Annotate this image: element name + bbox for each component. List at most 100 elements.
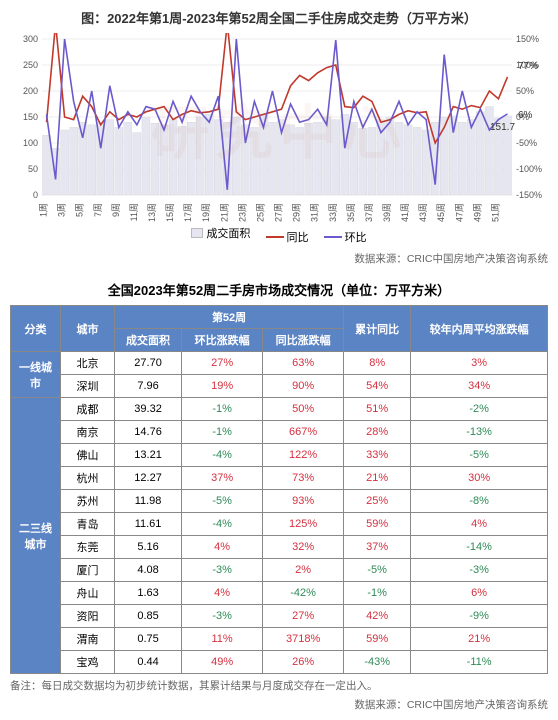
category-cell: 二三线城市 <box>11 398 61 674</box>
cum-cell: 28% <box>344 421 411 444</box>
mom-cell: 27% <box>182 352 263 375</box>
area-cell: 11.98 <box>115 490 182 513</box>
avg-cell: -5% <box>411 444 548 467</box>
svg-text:7周: 7周 <box>93 203 103 217</box>
legend-line1-label: 同比 <box>287 229 309 245</box>
svg-text:100: 100 <box>23 138 38 148</box>
avg-cell: -11% <box>411 651 548 674</box>
table-row: 资阳0.85-3%27%42%-9% <box>11 605 548 628</box>
chart-source: 数据来源：CRIC中国房地产决策咨询系统 <box>0 249 558 274</box>
svg-text:5周: 5周 <box>75 203 85 217</box>
svg-text:-100%: -100% <box>516 164 542 174</box>
mom-cell: 49% <box>182 651 263 674</box>
area-cell: 7.96 <box>115 375 182 398</box>
svg-text:13周: 13周 <box>147 203 157 222</box>
svg-text:21周: 21周 <box>219 203 229 222</box>
svg-text:150: 150 <box>23 112 38 122</box>
svg-text:150%: 150% <box>516 34 539 44</box>
table-row: 厦门4.08-3%2%-5%-3% <box>11 559 548 582</box>
legend-line2: 环比 <box>324 229 367 245</box>
city-cell: 东莞 <box>61 536 115 559</box>
yoy-cell: 27% <box>263 605 344 628</box>
yoy-cell: 63% <box>263 352 344 375</box>
mom-cell: -1% <box>182 398 263 421</box>
table-row: 南京14.76-1%667%28%-13% <box>11 421 548 444</box>
th-category: 分类 <box>11 306 61 352</box>
yoy-cell: 26% <box>263 651 344 674</box>
svg-text:39周: 39周 <box>382 203 392 222</box>
area-cell: 4.08 <box>115 559 182 582</box>
table-row: 一线城市北京27.7027%63%8%3% <box>11 352 548 375</box>
area-cell: 12.27 <box>115 467 182 490</box>
th-cum: 累计同比 <box>344 306 411 352</box>
legend-line1: 同比 <box>266 229 309 245</box>
avg-cell: -13% <box>411 421 548 444</box>
mom-cell: -1% <box>182 421 263 444</box>
mom-cell: 11% <box>182 628 263 651</box>
svg-text:51周: 51周 <box>490 203 500 222</box>
svg-text:3周: 3周 <box>57 203 67 217</box>
svg-text:33周: 33周 <box>328 203 338 222</box>
city-cell: 苏州 <box>61 490 115 513</box>
svg-text:23周: 23周 <box>237 203 247 222</box>
svg-text:151.7: 151.7 <box>490 122 515 133</box>
cum-cell: 8% <box>344 352 411 375</box>
area-cell: 1.63 <box>115 582 182 605</box>
chart-panel: 图：2022年第1周-2023年第52周全国二手住房成交走势（万平方米） 050… <box>0 0 558 249</box>
table-row: 宝鸡0.4449%26%-43%-11% <box>11 651 548 674</box>
yoy-cell: 73% <box>263 467 344 490</box>
area-cell: 5.16 <box>115 536 182 559</box>
city-cell: 舟山 <box>61 582 115 605</box>
mom-cell: -4% <box>182 444 263 467</box>
svg-text:0: 0 <box>33 190 38 200</box>
table-row: 佛山13.21-4%122%33%-5% <box>11 444 548 467</box>
svg-text:49周: 49周 <box>472 203 482 222</box>
city-cell: 成都 <box>61 398 115 421</box>
svg-text:27周: 27周 <box>274 203 284 222</box>
svg-text:45周: 45周 <box>436 203 446 222</box>
svg-text:1周: 1周 <box>39 203 49 217</box>
avg-cell: 34% <box>411 375 548 398</box>
yoy-cell: 50% <box>263 398 344 421</box>
table-body: 一线城市北京27.7027%63%8%3%深圳7.9619%90%54%34%二… <box>11 352 548 674</box>
area-cell: 0.44 <box>115 651 182 674</box>
svg-text:25周: 25周 <box>255 203 265 222</box>
cum-cell: 51% <box>344 398 411 421</box>
th-city: 城市 <box>61 306 115 352</box>
legend-bars-label: 成交面积 <box>206 225 250 241</box>
legend-bars: 成交面积 <box>191 225 250 241</box>
category-cell: 一线城市 <box>11 352 61 398</box>
city-cell: 青岛 <box>61 513 115 536</box>
svg-text:43周: 43周 <box>418 203 428 222</box>
svg-text:50: 50 <box>28 164 38 174</box>
yoy-cell: 667% <box>263 421 344 444</box>
legend-line2-label: 环比 <box>345 229 367 245</box>
th-week: 第52周 <box>115 306 344 329</box>
cum-cell: -5% <box>344 559 411 582</box>
city-cell: 深圳 <box>61 375 115 398</box>
yoy-cell: 125% <box>263 513 344 536</box>
mom-cell: -3% <box>182 605 263 628</box>
cum-cell: 59% <box>344 628 411 651</box>
svg-text:15周: 15周 <box>165 203 175 222</box>
legend-line1-swatch <box>266 236 284 238</box>
avg-cell: 4% <box>411 513 548 536</box>
avg-cell: -9% <box>411 605 548 628</box>
avg-cell: 6% <box>411 582 548 605</box>
city-cell: 南京 <box>61 421 115 444</box>
city-cell: 资阳 <box>61 605 115 628</box>
table-row: 渭南0.7511%3718%59%21% <box>11 628 548 651</box>
svg-text:31周: 31周 <box>310 203 320 222</box>
area-cell: 13.21 <box>115 444 182 467</box>
svg-text:-50%: -50% <box>516 138 537 148</box>
city-cell: 杭州 <box>61 467 115 490</box>
table-row: 二三线城市成都39.32-1%50%51%-2% <box>11 398 548 421</box>
svg-text:-150%: -150% <box>516 190 542 200</box>
cum-cell: 33% <box>344 444 411 467</box>
legend: 成交面积 同比 环比 <box>10 225 548 245</box>
table-row: 杭州12.2737%73%21%30% <box>11 467 548 490</box>
city-cell: 佛山 <box>61 444 115 467</box>
table-row: 东莞5.164%32%37%-14% <box>11 536 548 559</box>
cum-cell: -43% <box>344 651 411 674</box>
th-avg: 较年内周平均涨跌幅 <box>411 306 548 352</box>
